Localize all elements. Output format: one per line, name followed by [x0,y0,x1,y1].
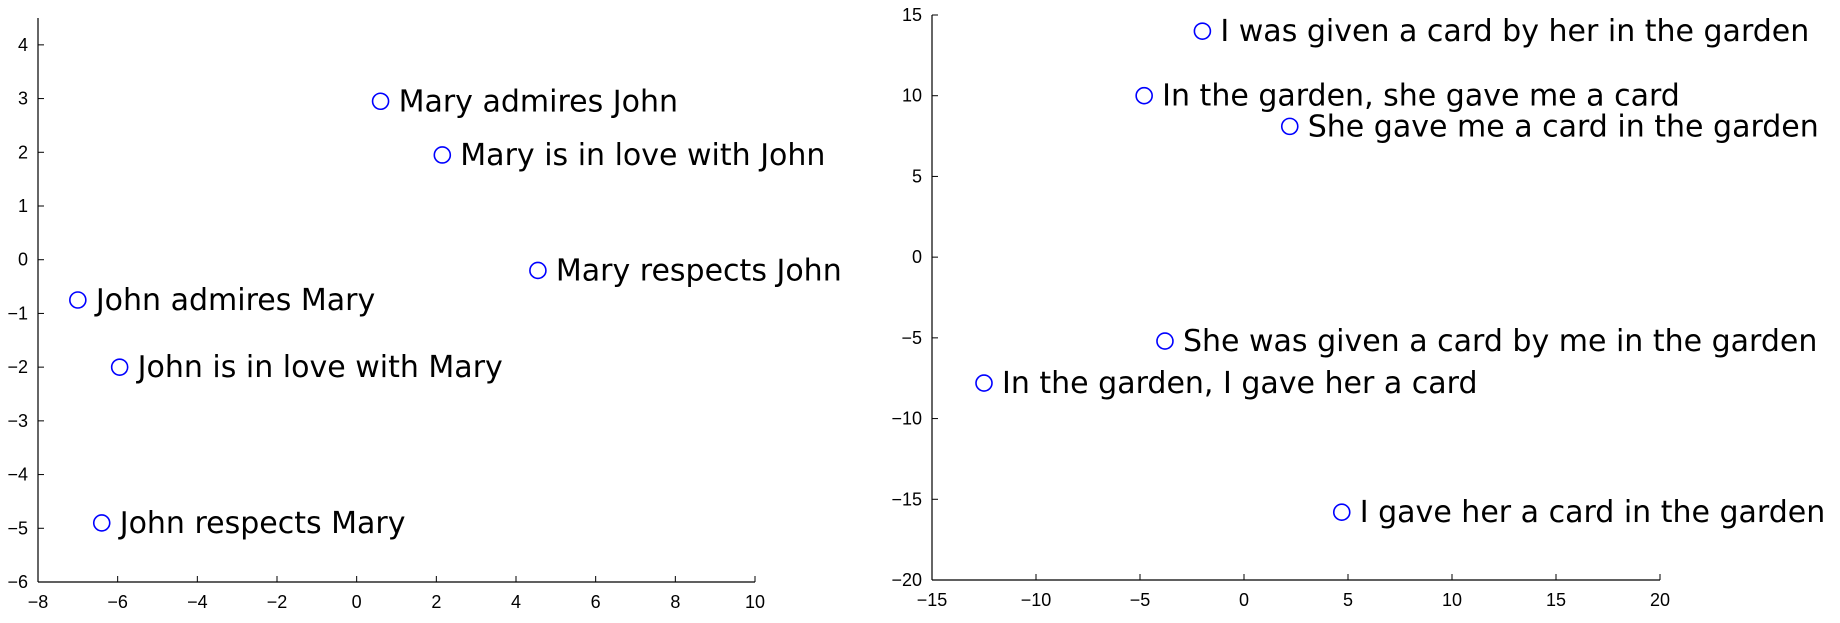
scatter-point [92,514,111,532]
y-tick-label: −1 [7,303,28,323]
x-tick-label: 5 [1343,590,1353,610]
y-tick-label: −6 [7,572,28,592]
scatter-point [975,374,993,392]
y-tick-label: −5 [901,328,922,348]
point-label: I was given a card by her in the garden [1220,14,1809,49]
x-tick-label: −6 [107,592,128,612]
point-label: Mary admires John [399,84,678,119]
scatter-point [110,358,129,376]
x-tick-label: 2 [431,592,441,612]
scatter-point [1280,117,1299,136]
scatter-point [1156,332,1174,350]
x-tick-label: 8 [670,592,680,612]
scatter-point [1135,86,1153,105]
y-tick-label: −2 [7,357,28,377]
x-tick-label: 20 [1650,590,1670,610]
point-label: She was given a card by me in the garden [1183,324,1817,359]
x-tick-label: −15 [917,590,948,610]
y-tick-label: 2 [18,142,28,162]
x-tick-label: −5 [1130,590,1151,610]
y-tick-label: 0 [912,247,922,267]
y-tick-label: −20 [891,570,922,590]
point-label: John admires Mary [94,283,375,318]
x-tick-label: −2 [267,592,288,612]
x-tick-label: 6 [591,592,601,612]
point-label: John is in love with Mary [136,350,503,385]
point-label: In the garden, she gave me a card [1162,79,1680,114]
y-tick-label: 15 [902,5,922,25]
scatter-point [529,261,547,280]
x-tick-label: −10 [1021,590,1052,610]
y-tick-label: −10 [891,409,922,429]
x-tick-label: −4 [187,592,208,612]
point-label: Mary is in love with John [460,138,825,173]
y-tick-label: 5 [912,166,922,186]
scatter-point [433,146,452,164]
scatter-point [371,92,390,111]
point-label: Mary respects John [556,253,842,288]
point-label: She gave me a card in the garden [1308,109,1819,144]
scatter-point [69,291,87,309]
point-label: I gave her a card in the garden [1360,495,1825,530]
x-tick-label: 10 [745,592,765,612]
y-tick-label: 3 [18,89,28,109]
y-tick-label: −5 [7,518,28,538]
y-tick-label: −3 [7,411,28,431]
point-label: In the garden, I gave her a card [1002,366,1478,401]
y-tick-label: 10 [902,86,922,106]
scatter-point [1332,503,1351,522]
x-tick-label: 15 [1546,590,1566,610]
y-tick-label: 1 [18,196,28,216]
point-label: John respects Mary [118,506,406,541]
y-tick-label: 0 [18,250,28,270]
y-tick-label: 4 [18,35,28,55]
scatter-point [1193,22,1212,40]
x-tick-label: 0 [1239,590,1249,610]
y-tick-label: −4 [7,465,28,485]
x-tick-label: 4 [511,592,521,612]
x-tick-label: 10 [1442,590,1462,610]
x-tick-label: −8 [28,592,49,612]
x-tick-label: 0 [352,592,362,612]
y-tick-label: −15 [891,489,922,509]
